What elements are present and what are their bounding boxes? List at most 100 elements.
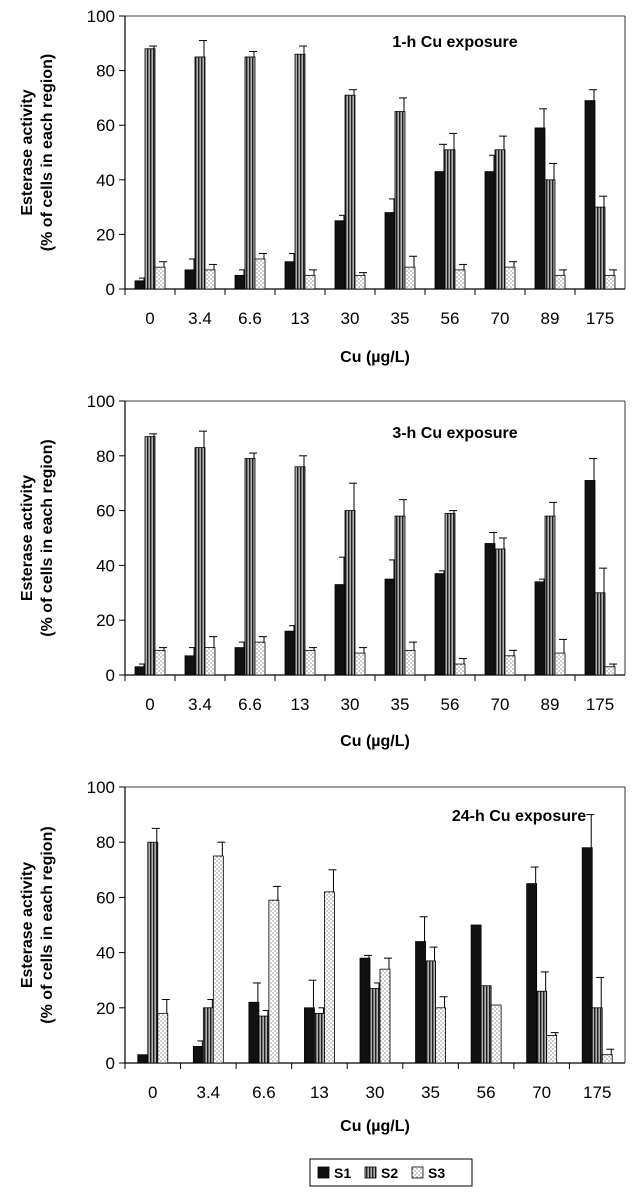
x-tick-label: 70 xyxy=(491,695,510,714)
x-tick-label: 6.6 xyxy=(252,1083,276,1102)
bar-s2 xyxy=(369,988,381,1064)
y-tick-label: 100 xyxy=(87,7,115,26)
y-axis-title-line: Esterase activity xyxy=(19,862,36,988)
bar-s3 xyxy=(204,269,216,290)
bar-s2 xyxy=(425,960,436,1064)
bar-s1 xyxy=(384,578,396,676)
x-tick-label: 3.4 xyxy=(197,1083,221,1102)
chart-panel-1h: 0 20 40 60 80 100 0 3.4 6.6 13 30 35 56 70 89 175 1-h Cu… xyxy=(19,7,626,366)
bar-s3 xyxy=(254,258,266,290)
x-tick-label: 0 xyxy=(148,1083,157,1102)
bar-s1 xyxy=(284,261,296,290)
bar-s1 xyxy=(384,212,396,290)
bar-s2 xyxy=(144,48,156,290)
bar-s2 xyxy=(344,94,356,290)
bar-s3 xyxy=(454,663,466,676)
chart-panel-24h: 0 20 40 60 80 100 0 3.4 6.6 13 30 35 56 70 175 24-h Cu … xyxy=(19,778,626,1135)
chart-panel-3h: 0 20 40 60 80 100 0 3.4 6.6 13 30 35 56 70 89 175 3-h Cu… xyxy=(19,392,626,750)
x-tick-label: 35 xyxy=(391,309,410,328)
bar-s3 xyxy=(379,968,391,1064)
bar-s3 xyxy=(304,274,316,290)
bar-s1 xyxy=(484,171,496,290)
y-axis-title-line: (% of cells in each region) xyxy=(39,439,56,636)
legend-box xyxy=(309,1158,473,1187)
x-tick-label: 6.6 xyxy=(238,695,262,714)
bar-s3 xyxy=(490,1004,502,1064)
bar-s1 xyxy=(359,957,371,1064)
legend-swatch-s3 xyxy=(411,1166,424,1179)
bar-s3 xyxy=(601,1054,613,1064)
x-tick-label: 0 xyxy=(145,309,154,328)
chart-title: 24-h Cu exposure xyxy=(452,808,586,825)
x-tick-label: 3.4 xyxy=(188,309,212,328)
bar-s3 xyxy=(604,666,616,676)
x-tick-label: 175 xyxy=(586,309,614,328)
x-tick-label: 13 xyxy=(291,309,310,328)
bar-s1 xyxy=(584,480,596,676)
legend-label-s2: S2 xyxy=(381,1165,398,1181)
bar-s2 xyxy=(144,436,156,676)
bar-s2 xyxy=(202,1007,214,1064)
x-tick-label: 6.6 xyxy=(238,309,262,328)
bar-s3 xyxy=(324,891,335,1064)
bar-s3 xyxy=(354,274,366,290)
x-tick-label: 3.4 xyxy=(188,695,212,714)
bar-s1 xyxy=(284,630,296,676)
bar-s1 xyxy=(234,274,246,290)
x-tick-label: 35 xyxy=(421,1083,440,1102)
y-tick-label: 0 xyxy=(106,280,115,299)
y-tick-label: 60 xyxy=(96,116,115,135)
bar-s2 xyxy=(536,990,548,1064)
bar-s3 xyxy=(268,899,280,1064)
x-tick-label: 0 xyxy=(145,695,154,714)
x-tick-label: 89 xyxy=(541,695,560,714)
bar-s2 xyxy=(480,985,492,1064)
bar-s2 xyxy=(394,111,406,290)
y-axis-title-line: (% of cells in each region) xyxy=(39,54,56,251)
y-axis-title-line: (% of cells in each region) xyxy=(39,826,56,1023)
bar-s3 xyxy=(404,266,416,290)
bar-s1 xyxy=(184,269,196,290)
legend-label-s1: S1 xyxy=(334,1165,351,1181)
x-axis-title: Cu (µg/L) xyxy=(340,733,410,750)
legend-swatch-s1 xyxy=(317,1166,330,1179)
bar-s3 xyxy=(554,274,566,290)
bar-s2 xyxy=(194,447,206,676)
bar-s3 xyxy=(546,1035,558,1064)
bar-s2 xyxy=(444,149,456,290)
y-tick-label: 0 xyxy=(106,1054,115,1073)
bar-s3 xyxy=(154,649,166,676)
x-tick-label: 70 xyxy=(532,1083,551,1102)
x-tick-label: 30 xyxy=(341,309,360,328)
bar-s2 xyxy=(394,515,406,676)
y-tick-label: 40 xyxy=(96,944,115,963)
y-tick-label: 40 xyxy=(96,556,115,575)
bar-s1 xyxy=(415,941,426,1064)
bar-s1 xyxy=(534,127,546,290)
bar-s2 xyxy=(244,56,256,290)
bar-s2 xyxy=(591,1007,603,1064)
bar-s1 xyxy=(304,1007,315,1064)
bar-s2 xyxy=(444,512,456,676)
bar-s2 xyxy=(294,466,306,676)
bar-s1 xyxy=(234,647,246,676)
bar-s3 xyxy=(157,1012,169,1064)
bar-s2 xyxy=(594,206,606,290)
bar-s2 xyxy=(544,179,556,290)
chart-title: 1-h Cu exposure xyxy=(392,34,517,51)
y-tick-label: 60 xyxy=(96,888,115,907)
x-axis-title: Cu (µg/L) xyxy=(340,1118,410,1135)
bar-s3 xyxy=(504,266,516,290)
bar-s1 xyxy=(434,171,446,290)
bar-s1 xyxy=(137,1054,149,1064)
bar-s1 xyxy=(526,883,538,1064)
bar-s3 xyxy=(454,269,466,290)
bar-s2 xyxy=(314,1012,325,1064)
bar-s2 xyxy=(544,515,556,676)
y-tick-label: 80 xyxy=(96,833,115,852)
bar-s3 xyxy=(254,641,266,676)
bar-s1 xyxy=(134,666,146,676)
y-tick-label: 80 xyxy=(96,447,115,466)
bar-s1 xyxy=(184,655,196,676)
